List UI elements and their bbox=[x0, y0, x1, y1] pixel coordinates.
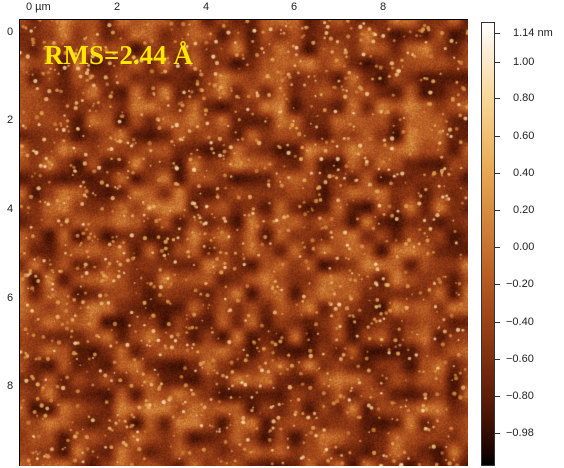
colorbar-tick bbox=[495, 433, 500, 434]
colorbar-tick bbox=[495, 247, 500, 248]
colorbar-tick bbox=[495, 322, 500, 323]
colorbar-label: −0.40 bbox=[506, 316, 534, 328]
x-tick-6: 6 bbox=[291, 1, 298, 13]
rms-annotation: RMS=2.44 Å bbox=[44, 40, 193, 70]
colorbar-tick bbox=[495, 33, 500, 34]
y-tick-2: 2 bbox=[7, 114, 14, 126]
colorbar-label: 0.80 bbox=[513, 92, 535, 104]
colorbar-tick bbox=[495, 359, 500, 360]
y-axis-line bbox=[19, 19, 20, 466]
colorbar-label: 0.20 bbox=[513, 204, 535, 216]
y-tick-0: 0 bbox=[7, 26, 14, 38]
colorbar-label: 0.60 bbox=[513, 130, 535, 142]
colorbar-label: 0.00 bbox=[513, 241, 535, 253]
y-tick-6: 6 bbox=[7, 292, 14, 304]
colorbar-label: −0.60 bbox=[506, 353, 534, 365]
height-colorbar bbox=[481, 22, 495, 466]
colorbar-label: 1.00 bbox=[513, 56, 535, 68]
x-axis-line bbox=[20, 19, 468, 20]
x-tick-8: 8 bbox=[380, 1, 387, 13]
x-tick-4: 4 bbox=[203, 1, 210, 13]
colorbar-label: −0.98 bbox=[506, 427, 534, 439]
x-tick-2: 2 bbox=[114, 1, 121, 13]
y-tick-4: 4 bbox=[7, 203, 14, 215]
colorbar-tick bbox=[495, 284, 500, 285]
afm-height-image bbox=[20, 20, 468, 466]
colorbar-label: 0.40 bbox=[513, 167, 535, 179]
x-tick-0: 0 µm bbox=[26, 1, 51, 13]
colorbar-tick bbox=[495, 396, 500, 397]
y-tick-8: 8 bbox=[7, 380, 14, 392]
colorbar-tick bbox=[495, 62, 500, 63]
afm-canvas bbox=[20, 20, 468, 466]
colorbar-top-label: 1.14 nm bbox=[513, 27, 553, 39]
colorbar-tick bbox=[495, 173, 500, 174]
colorbar-tick bbox=[495, 210, 500, 211]
colorbar-tick bbox=[495, 98, 500, 99]
colorbar-tick bbox=[495, 136, 500, 137]
colorbar-label: −0.20 bbox=[506, 278, 534, 290]
colorbar-label: −0.80 bbox=[506, 390, 534, 402]
